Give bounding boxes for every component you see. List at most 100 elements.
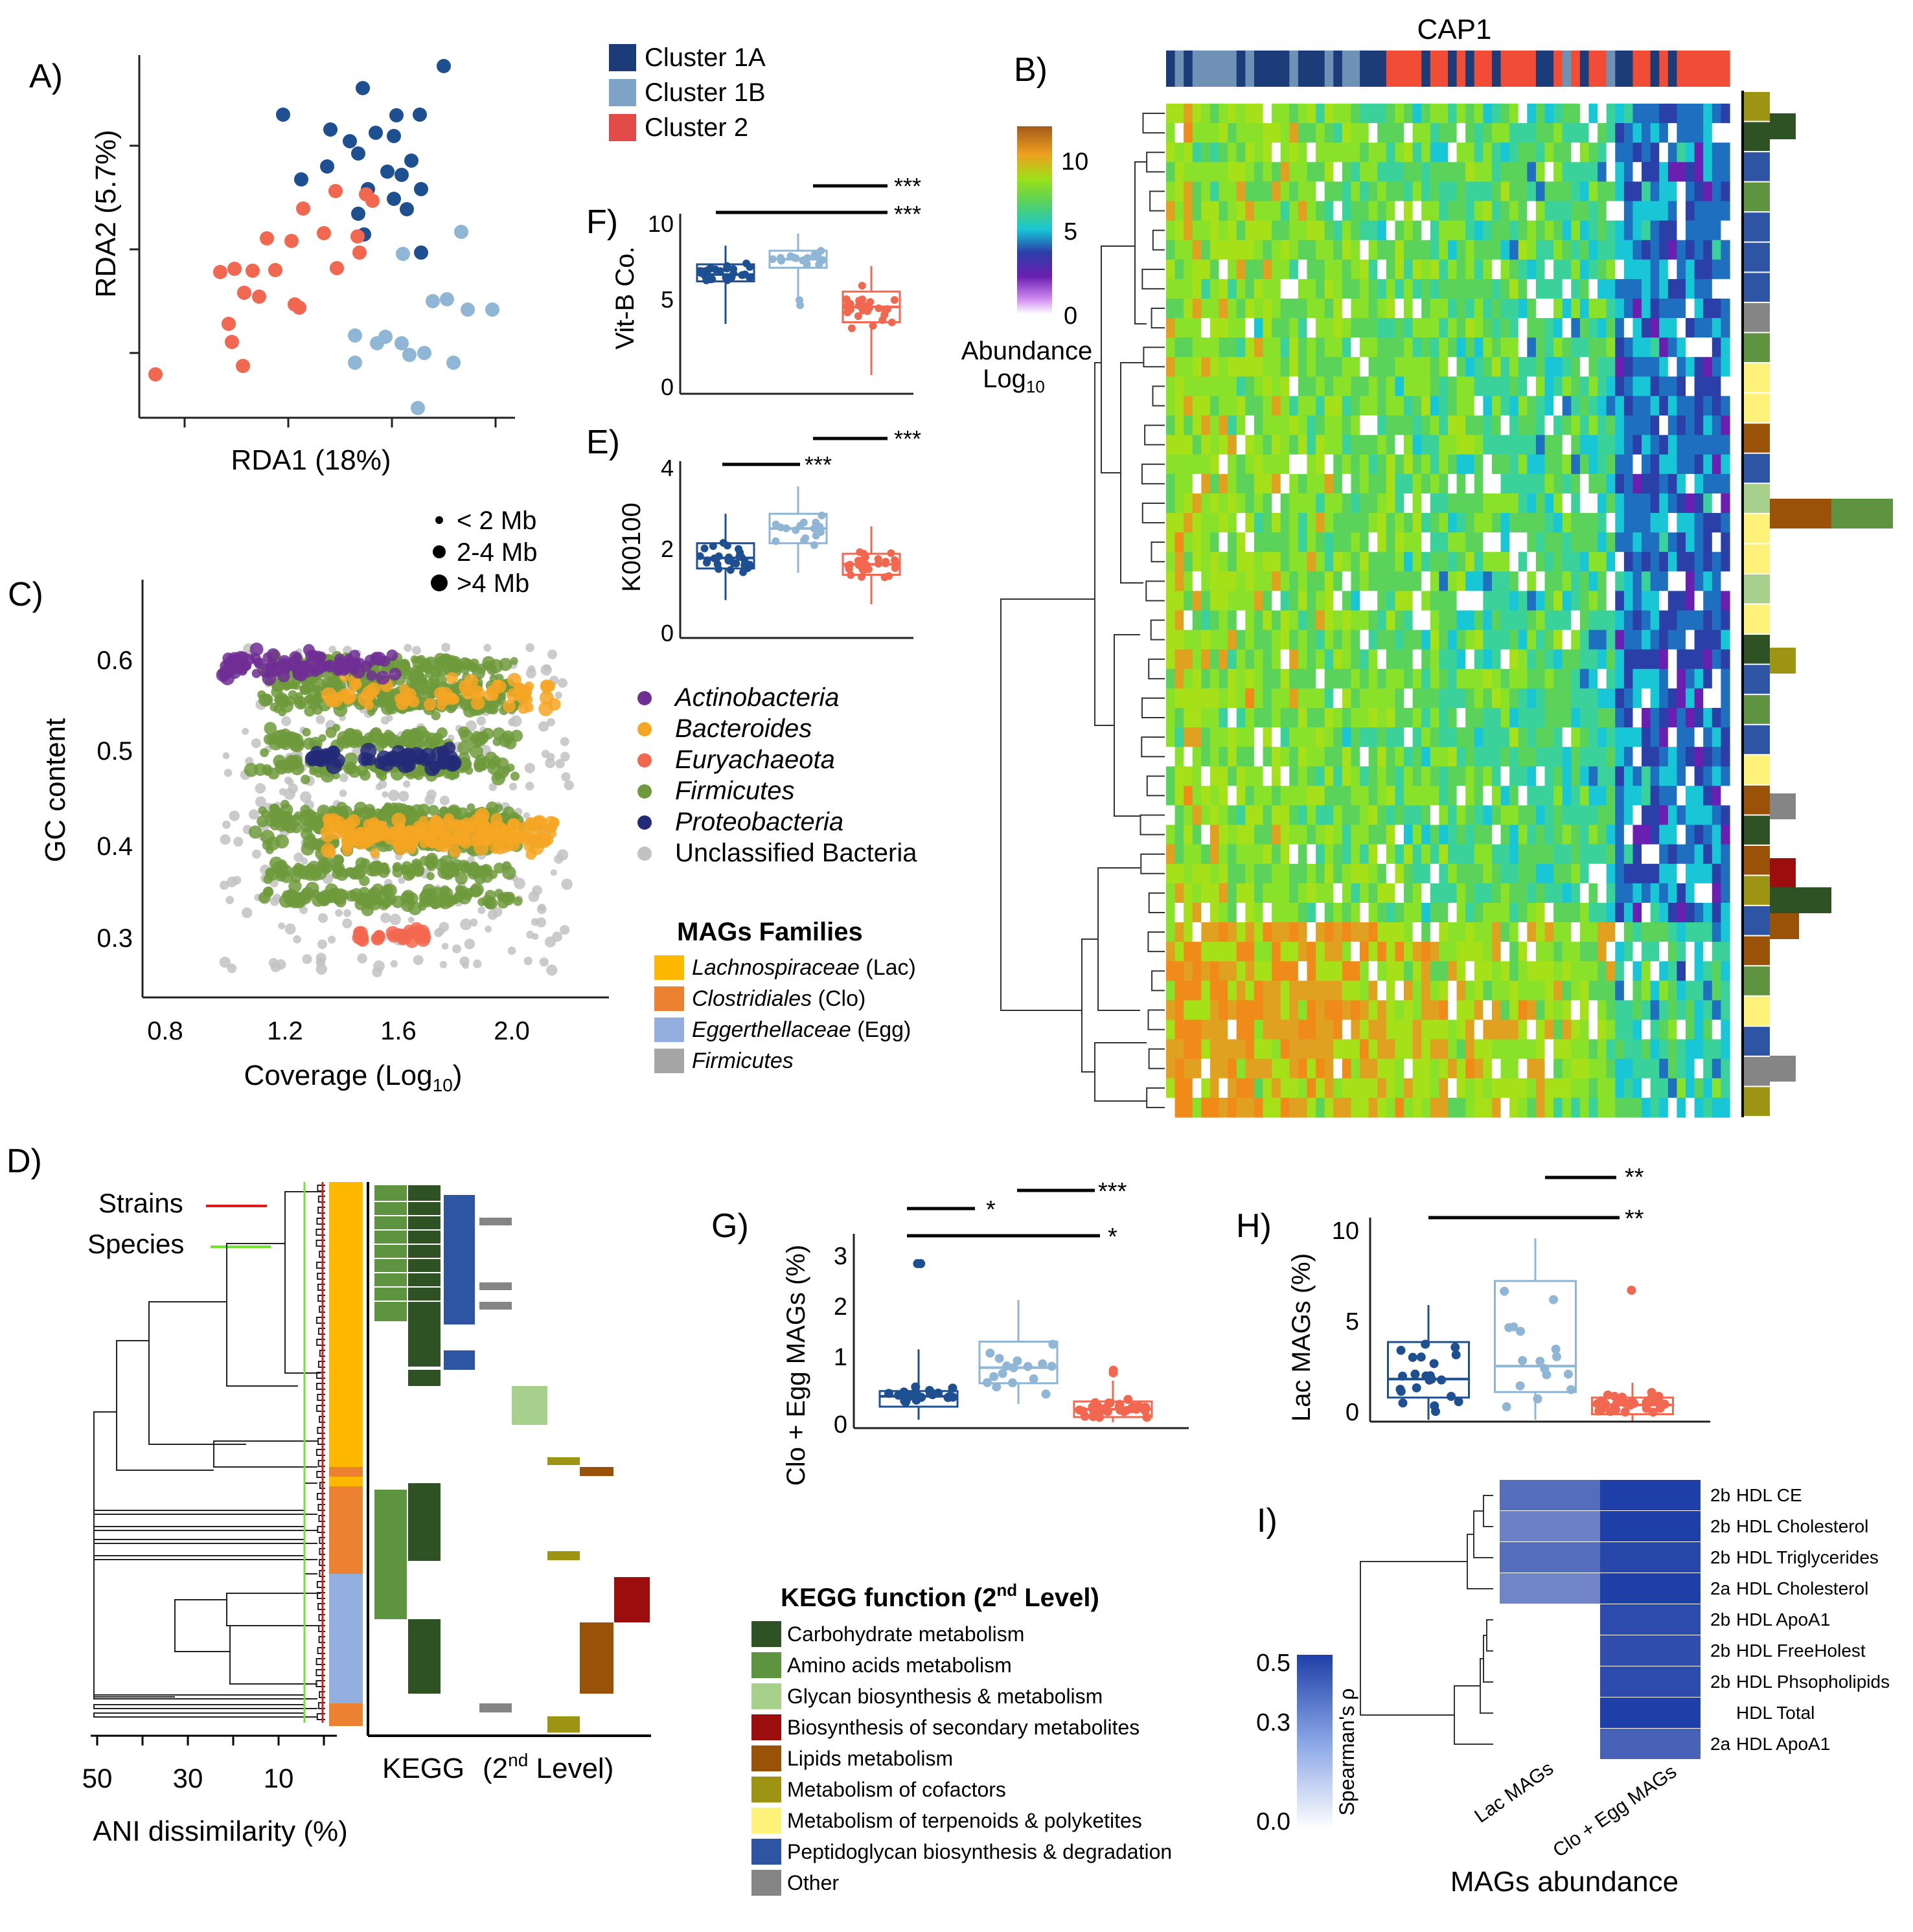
heatmap-cell [1686, 630, 1695, 650]
heatmap-cell [1642, 298, 1651, 319]
gc-point [547, 649, 557, 659]
heatmap-cell [1527, 123, 1537, 143]
heatmap-cell [1316, 961, 1325, 981]
heatmap-cell [1439, 766, 1449, 786]
heatmap-cell [1465, 805, 1475, 826]
heatmap-cell [1509, 649, 1519, 670]
heatmap-cell [1615, 844, 1625, 865]
heatmap-cell [1491, 435, 1502, 455]
heatmap-cell [1721, 844, 1730, 865]
gc-point [523, 957, 533, 966]
cap1-cell [1518, 51, 1528, 87]
cap1-cell [1579, 51, 1590, 87]
heatmap-cell [1430, 396, 1440, 416]
heatmap-cell [1659, 961, 1669, 981]
heatmap-cell [1659, 844, 1669, 865]
heatmap-cell [1421, 181, 1431, 202]
heatmap-cell [1465, 357, 1475, 377]
heatmap-cell [1404, 454, 1414, 475]
heatmap-cell [1712, 844, 1722, 865]
heatmap-cell [1703, 649, 1713, 670]
heatmap-cell [1721, 824, 1730, 845]
heatmap-cell [1632, 863, 1642, 884]
box-point [741, 270, 750, 278]
heatmap-cell [1298, 922, 1308, 942]
heatmap-cell [1448, 610, 1458, 631]
heatmap-cell [1360, 1058, 1369, 1079]
heatmap-cell [1509, 727, 1519, 747]
heatmap-cell [1201, 630, 1211, 650]
heatmap-cell [1404, 981, 1414, 1001]
heatmap-cell [1667, 181, 1678, 202]
heatmap-cell [1686, 707, 1695, 728]
heatmap-cell [1272, 1058, 1281, 1079]
heatmap-cell [1174, 981, 1184, 1001]
heatmap-cell [1184, 942, 1193, 962]
heatmap-cell [1650, 922, 1660, 942]
box-point [818, 511, 826, 519]
panel-c: C) 0.6 0.5 0.4 0.3 0.8 1.2 1.6 2.0 Cover… [8, 506, 609, 1095]
heatmap-cell [1571, 668, 1581, 689]
heatmap-cell [1491, 123, 1502, 143]
cluster-swatch [609, 44, 636, 71]
heatmap-cell [1368, 942, 1378, 962]
heatmap-cell [1386, 1019, 1396, 1040]
heatmap-cell [1228, 591, 1237, 611]
heatmap-cell [1430, 942, 1440, 962]
heatmap-cell [1623, 513, 1634, 533]
heatmap-cell [1412, 201, 1422, 222]
heatmap-cell [1588, 396, 1598, 416]
heatmap-cell [1254, 201, 1264, 222]
heatmap-cell [1209, 727, 1220, 747]
heatmap-cell [1174, 123, 1184, 143]
heatmap-cell [1228, 181, 1237, 202]
box-point [875, 304, 883, 313]
heatmap-cell [1721, 883, 1730, 903]
heatmap-cell [1201, 707, 1211, 728]
heatmap-cell [1632, 1058, 1642, 1079]
side-bar-extra [1770, 793, 1796, 819]
heatmap-cell [1518, 493, 1528, 514]
heatmap-cell [1667, 396, 1678, 416]
heatmap-cell [1571, 201, 1581, 222]
heatmap-cell [1412, 805, 1422, 826]
heatmap-cell [1174, 415, 1184, 436]
heatmap-cell [1307, 630, 1316, 650]
heatmap-cell [1254, 922, 1264, 942]
heatmap-cell [1509, 298, 1519, 319]
heatmap-cell [1377, 922, 1387, 942]
heatmap-cell [1404, 396, 1414, 416]
heatmap-cell [1174, 318, 1184, 338]
heatmap-cell [1289, 571, 1299, 592]
heatmap-cell [1659, 902, 1669, 923]
heatmap-cell [1289, 552, 1299, 572]
heatmap-cell [1535, 844, 1546, 865]
heatmap-cell [1289, 493, 1299, 514]
heatmap-cell [1579, 668, 1590, 689]
heatmap-cell [1491, 298, 1502, 319]
heatmap-cell [1606, 278, 1616, 299]
heatmap-cell [1598, 181, 1607, 202]
heatmap-cell [1721, 649, 1730, 670]
heatmap-cell [1272, 942, 1281, 962]
heatmap-cell [1209, 630, 1220, 650]
heatmap-cell [1686, 278, 1695, 299]
heatmap-cell [1184, 376, 1193, 397]
heatmap-cell [1677, 805, 1686, 826]
box-point [792, 254, 800, 262]
heatmap-cell [1579, 415, 1590, 436]
heatmap-cell [1465, 961, 1475, 981]
heatmap-cell [1166, 259, 1176, 280]
heatmap-cell [1642, 981, 1651, 1001]
heatmap-cell [1456, 981, 1466, 1001]
heatmap-cell [1307, 298, 1316, 319]
heatmap-cell [1289, 668, 1299, 689]
heatmap-cell [1351, 162, 1360, 182]
heatmap-cell [1404, 162, 1414, 182]
heatmap-cell [1527, 571, 1537, 592]
heatmap-cell [1571, 1000, 1581, 1021]
heatmap-cell [1236, 278, 1246, 299]
cluster-swatch [609, 114, 636, 141]
panel-b-cap1-bar [1166, 51, 1730, 87]
heatmap-cell [1377, 396, 1387, 416]
